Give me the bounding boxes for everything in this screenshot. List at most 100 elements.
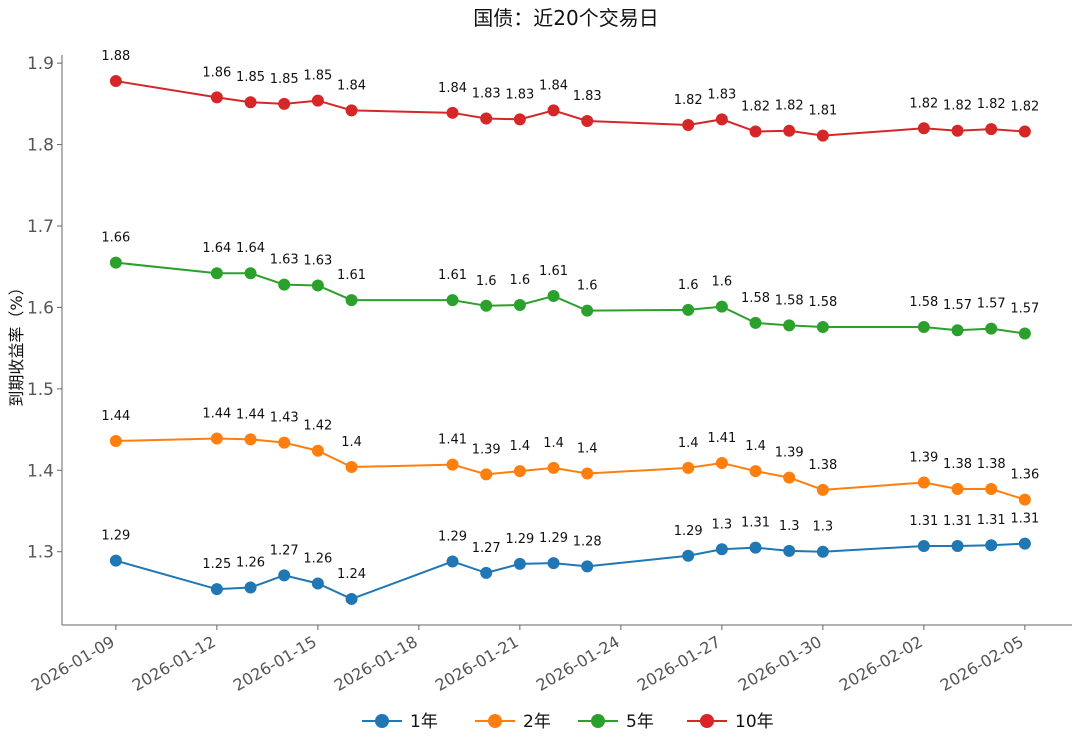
data-label: 1.29	[505, 532, 534, 547]
data-label: 1.84	[337, 78, 366, 93]
data-label: 1.31	[943, 514, 972, 529]
data-point	[985, 539, 998, 552]
data-point	[244, 433, 257, 446]
data-point	[816, 483, 829, 496]
data-point	[109, 75, 122, 88]
data-label: 1.6	[476, 274, 497, 289]
data-label: 1.44	[236, 407, 265, 422]
data-point	[682, 119, 695, 132]
data-label: 1.85	[236, 70, 265, 85]
data-point	[278, 278, 291, 291]
series-line	[115, 80, 1025, 137]
y-tick-label: 1.4	[27, 461, 54, 481]
data-point	[547, 104, 560, 117]
data-label: 1.63	[270, 253, 299, 268]
x-tick-label: 2026-01-12	[129, 632, 219, 695]
data-point	[513, 298, 526, 311]
data-point	[513, 465, 526, 478]
data-label: 1.81	[808, 104, 837, 119]
data-point	[951, 483, 964, 496]
data-label: 1.4	[341, 435, 362, 450]
x-tick-label: 2026-01-21	[432, 632, 522, 695]
data-point	[749, 541, 762, 554]
x-tick-label: 2026-02-02	[836, 632, 926, 695]
y-tick-label: 1.8	[27, 136, 54, 156]
data-label: 1.85	[270, 72, 299, 87]
data-label: 1.41	[707, 431, 736, 446]
data-point	[480, 299, 493, 312]
legend-label: 5年	[626, 712, 654, 732]
data-label: 1.29	[539, 531, 568, 546]
data-point	[1018, 493, 1031, 506]
data-point	[345, 104, 358, 117]
data-point	[109, 434, 122, 447]
data-label: 1.31	[1010, 512, 1039, 527]
data-label: 1.82	[1010, 100, 1039, 115]
data-point	[446, 555, 459, 568]
data-point	[345, 461, 358, 474]
data-label: 1.43	[270, 411, 299, 426]
data-label: 1.31	[741, 516, 770, 531]
data-point	[749, 316, 762, 329]
data-label: 1.83	[472, 87, 501, 102]
data-label: 1.58	[808, 295, 837, 310]
data-labels-layer: 1.29 1.25 1.26 1.27 1.26 1.24 1.29 1.27 1.29 1.29…	[101, 49, 1039, 582]
data-label: 1.61	[539, 264, 568, 279]
data-label: 1.38	[808, 458, 837, 473]
data-label: 1.4	[543, 436, 564, 451]
data-point	[109, 256, 122, 269]
legend-item: 5年	[578, 712, 654, 732]
legend-label: 2年	[523, 712, 551, 732]
data-label: 1.82	[977, 97, 1006, 112]
legend: 1年 2年 5年 10年	[362, 712, 774, 732]
series-5年	[109, 256, 1031, 340]
data-point	[278, 436, 291, 449]
data-point	[547, 461, 560, 474]
data-point	[951, 124, 964, 137]
data-point	[951, 540, 964, 553]
data-point	[109, 554, 122, 567]
data-point	[682, 303, 695, 316]
data-point	[345, 592, 358, 605]
data-point	[446, 458, 459, 471]
data-label: 1.57	[943, 298, 972, 313]
chart-title: 国债：近20个交易日	[473, 6, 658, 30]
data-point	[446, 106, 459, 119]
data-label: 1.6	[712, 275, 733, 290]
data-point	[816, 320, 829, 333]
data-label: 1.39	[909, 451, 938, 466]
series-1年	[109, 537, 1031, 605]
series-10年	[109, 75, 1031, 142]
data-label: 1.27	[472, 541, 501, 556]
data-point	[749, 465, 762, 478]
legend-label: 10年	[735, 712, 774, 732]
data-point	[783, 319, 796, 332]
data-label: 1.31	[909, 514, 938, 529]
x-tick-label: 2026-01-30	[735, 632, 825, 695]
data-label: 1.6	[577, 279, 598, 294]
y-tick-label: 1.9	[27, 54, 54, 74]
data-label: 1.58	[775, 293, 804, 308]
data-point	[311, 444, 324, 457]
data-label: 1.26	[236, 556, 265, 571]
data-label: 1.88	[101, 49, 130, 64]
data-point	[715, 113, 728, 126]
legend-marker	[375, 714, 389, 728]
data-point	[581, 467, 594, 480]
data-point	[311, 279, 324, 292]
series-line	[115, 437, 1026, 501]
data-label: 1.82	[909, 96, 938, 111]
data-point	[917, 476, 930, 489]
data-point	[985, 483, 998, 496]
data-point	[480, 566, 493, 579]
data-label: 1.66	[101, 231, 130, 246]
data-point	[210, 432, 223, 445]
data-label: 1.58	[741, 291, 770, 306]
y-tick-label: 1.5	[27, 380, 54, 400]
data-point	[715, 543, 728, 556]
data-point	[513, 557, 526, 570]
data-label: 1.41	[438, 433, 467, 448]
data-label: 1.38	[977, 457, 1006, 472]
